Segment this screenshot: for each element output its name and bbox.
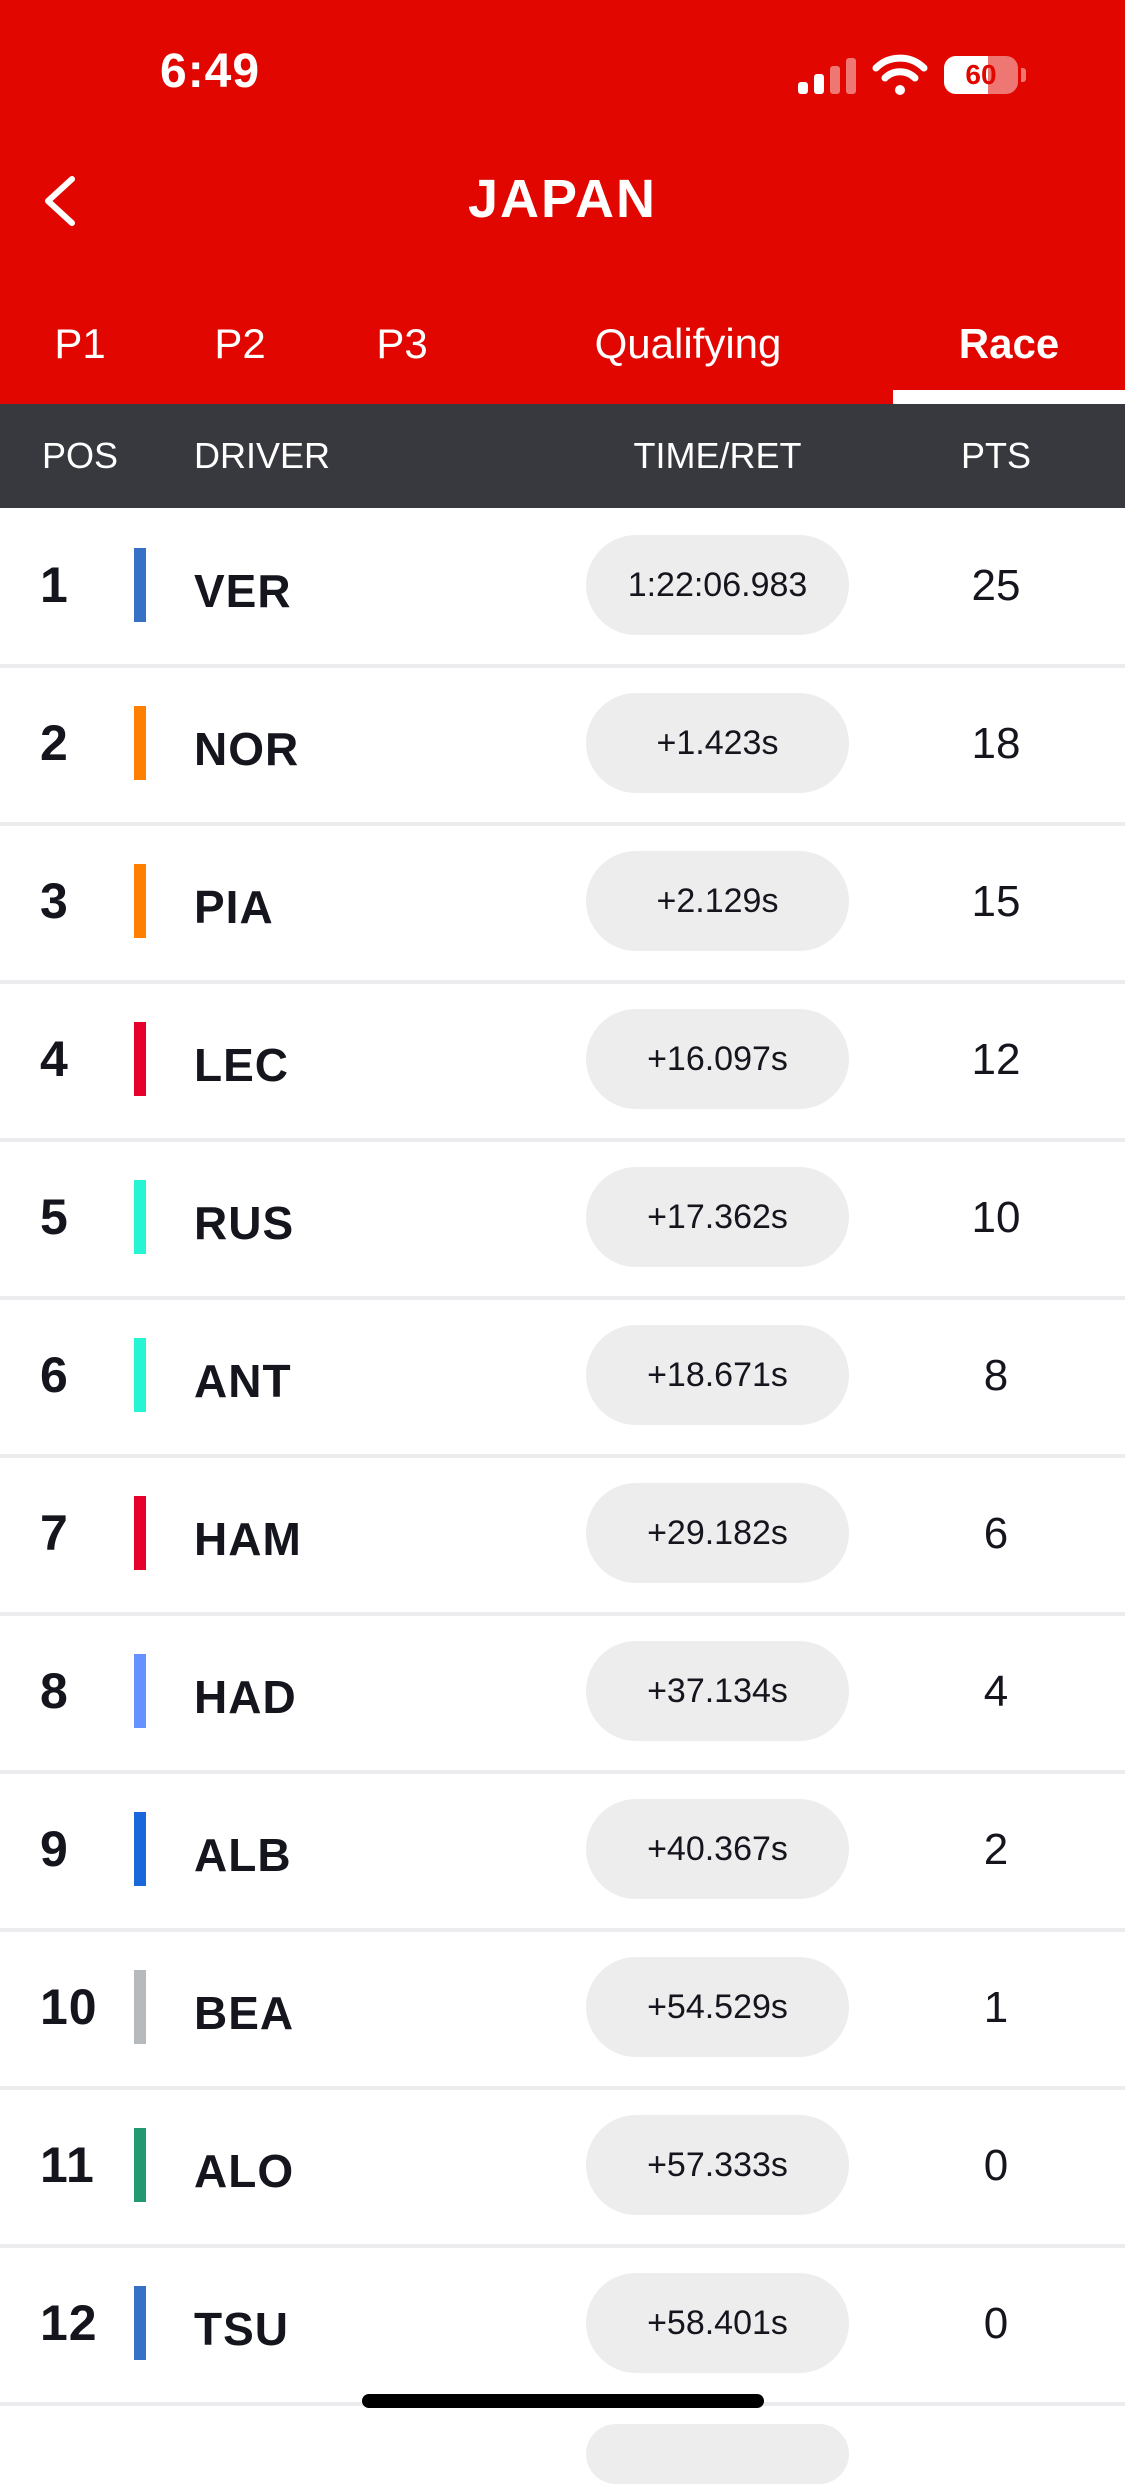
tab-p3[interactable]: P3 — [376, 320, 428, 367]
result-row[interactable]: 8 HAD +37.134s 4 — [0, 1614, 1125, 1774]
result-row[interactable]: 7 HAM +29.182s 6 — [0, 1456, 1125, 1616]
driver-code: NOR — [194, 723, 300, 775]
app-header: 6:49 60 JAPAN P1 P2 P3 Qualifying Race — [0, 0, 1125, 404]
race-time: +37.134s — [586, 1641, 849, 1741]
position: 11 — [40, 2137, 95, 2193]
race-time: +58.401s — [586, 2273, 849, 2373]
driver-code: VER — [194, 565, 292, 617]
points: 15 — [971, 877, 1021, 926]
driver-code: TSU — [194, 2303, 289, 2355]
result-row[interactable]: 1 VER 1:22:06.983 25 — [0, 508, 1125, 668]
team-color-bar — [134, 1970, 146, 2044]
points: 10 — [971, 1193, 1021, 1242]
race-time: +54.529s — [586, 1957, 849, 2057]
tab-race[interactable]: Race — [958, 320, 1060, 367]
column-driver: DRIVER — [194, 435, 331, 476]
position: 6 — [40, 1347, 69, 1403]
battery-icon: 60 — [944, 56, 1018, 94]
position: 2 — [40, 715, 69, 771]
result-row[interactable]: 5 RUS +17.362s 10 — [0, 1140, 1125, 1300]
points: 8 — [983, 1351, 1009, 1400]
team-color-bar — [134, 1496, 146, 1570]
team-color-bar — [134, 2128, 146, 2202]
team-color-bar — [134, 548, 146, 622]
points: 25 — [971, 561, 1021, 610]
result-row[interactable]: 3 PIA +2.129s 15 — [0, 824, 1125, 984]
position: 7 — [40, 1505, 69, 1561]
position: 1 — [40, 557, 69, 613]
race-time: 1:22:06.983 — [586, 535, 849, 635]
driver-code: ALB — [194, 1829, 292, 1881]
results-column-header: POS DRIVER TIME/RET PTS — [0, 404, 1125, 508]
page-title: JAPAN — [467, 169, 658, 229]
race-time: +57.333s — [586, 2115, 849, 2215]
column-pts: PTS — [960, 435, 1031, 476]
race-time: +2.129s — [586, 851, 849, 951]
driver-code: ALO — [194, 2145, 295, 2197]
team-color-bar — [134, 706, 146, 780]
back-button[interactable] — [30, 165, 90, 235]
driver-code: ANT — [194, 1355, 292, 1407]
chevron-left-icon — [45, 176, 75, 226]
race-time: +16.097s — [586, 1009, 849, 1109]
race-time: +29.182s — [586, 1483, 849, 1583]
result-row[interactable]: 4 LEC +16.097s 12 — [0, 982, 1125, 1142]
team-color-bar — [134, 1022, 146, 1096]
driver-code: PIA — [194, 881, 274, 933]
position: 3 — [40, 873, 69, 929]
points: 0 — [983, 2299, 1009, 2348]
active-tab-indicator — [893, 390, 1125, 404]
result-row[interactable]: 11 ALO +57.333s 0 — [0, 2088, 1125, 2248]
team-color-bar — [134, 2286, 146, 2360]
result-row[interactable]: 10 BEA +54.529s 1 — [0, 1930, 1125, 2090]
session-tabs: P1 P2 P3 Qualifying Race — [0, 300, 1125, 404]
result-row[interactable]: 6 ANT +18.671s 8 — [0, 1298, 1125, 1458]
team-color-bar — [134, 1338, 146, 1412]
driver-code: BEA — [194, 1987, 295, 2039]
position: 9 — [40, 1821, 69, 1877]
home-indicator[interactable] — [362, 2394, 764, 2408]
team-color-bar — [134, 1654, 146, 1728]
position: 5 — [40, 1189, 69, 1245]
driver-code: HAD — [194, 1671, 297, 1723]
driver-code: HAM — [194, 1513, 302, 1565]
battery-nub — [1021, 68, 1026, 82]
wifi-icon — [872, 54, 928, 95]
race-time: +40.367s — [586, 1799, 849, 1899]
status-time: 6:49 — [160, 45, 261, 98]
points: 2 — [983, 1825, 1009, 1874]
points: 4 — [983, 1667, 1009, 1716]
battery-percentage: 60 — [965, 59, 997, 90]
result-row[interactable]: 12 TSU +58.401s 0 — [0, 2246, 1125, 2406]
driver-code: LEC — [194, 1039, 289, 1091]
position: 12 — [40, 2295, 98, 2351]
points: 0 — [983, 2141, 1009, 2190]
race-time: +17.362s — [586, 1167, 849, 1267]
tab-p2[interactable]: P2 — [214, 320, 266, 367]
points: 6 — [983, 1509, 1009, 1558]
column-pos: POS — [42, 435, 119, 476]
tab-p1[interactable]: P1 — [54, 320, 106, 367]
result-row[interactable]: 2 NOR +1.423s 18 — [0, 666, 1125, 826]
points: 12 — [971, 1035, 1021, 1084]
team-color-bar — [134, 864, 146, 938]
result-row[interactable]: 9 ALB +40.367s 2 — [0, 1772, 1125, 1932]
cellular-signal-icon — [798, 58, 858, 94]
race-time: +18.671s — [586, 1325, 849, 1425]
points: 1 — [983, 1983, 1009, 2032]
position: 8 — [40, 1663, 69, 1719]
position: 4 — [40, 1031, 69, 1087]
status-bar: 6:49 60 — [0, 0, 1125, 150]
tab-qualifying[interactable]: Qualifying — [594, 320, 782, 367]
team-color-bar — [134, 1812, 146, 1886]
column-time: TIME/RET — [633, 435, 802, 476]
points: 18 — [971, 719, 1021, 768]
position: 10 — [40, 1979, 98, 2035]
race-time: +1.423s — [586, 693, 849, 793]
next-row-time-pill-peek — [586, 2424, 849, 2484]
driver-code: RUS — [194, 1197, 295, 1249]
team-color-bar — [134, 1180, 146, 1254]
